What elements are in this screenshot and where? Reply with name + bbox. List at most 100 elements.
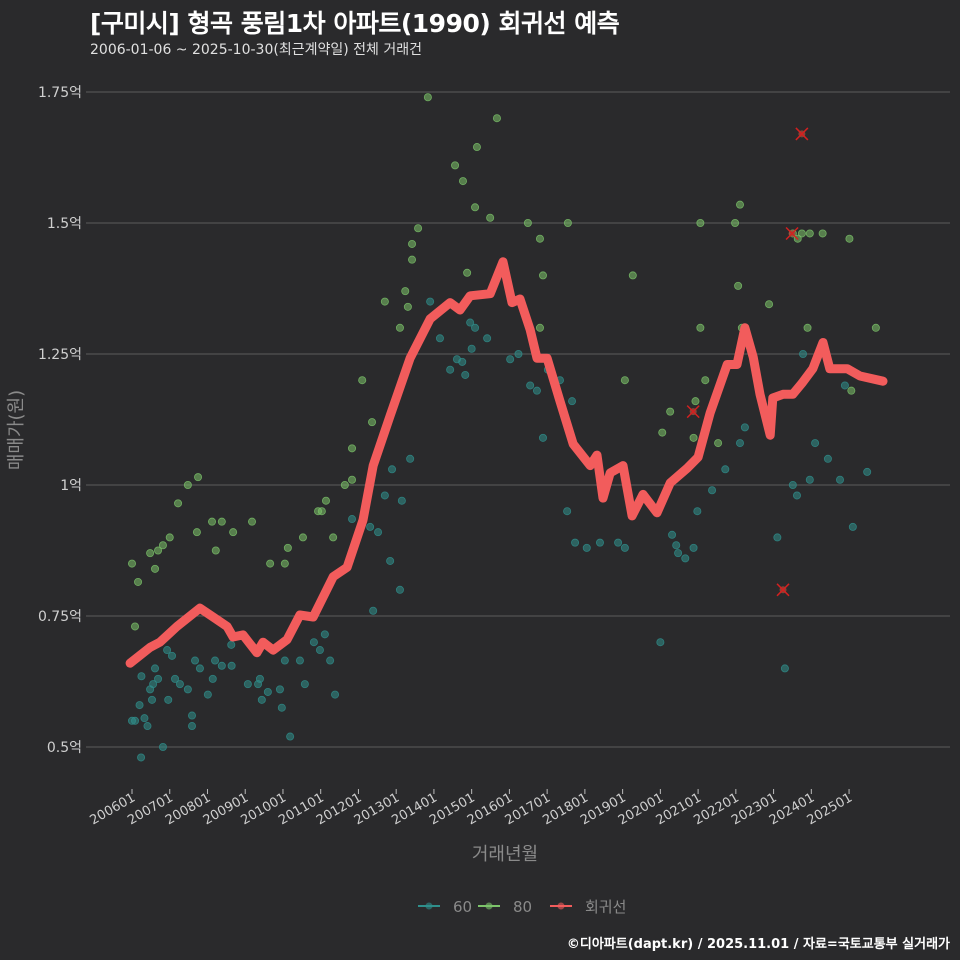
data-point-60 (277, 703, 286, 712)
data-point-60 (823, 454, 832, 463)
data-point-60 (397, 496, 406, 505)
data-point-60 (458, 357, 467, 366)
data-point-60 (674, 549, 683, 558)
data-point-60 (131, 716, 140, 725)
data-point-80 (871, 323, 880, 332)
data-point-80 (689, 433, 698, 442)
data-point-80 (845, 234, 854, 243)
data-point-80 (321, 496, 330, 505)
data-point-80 (714, 439, 723, 448)
data-point-60 (388, 465, 397, 474)
y-tick-label: 1.5억 (47, 216, 82, 232)
data-point-60 (168, 651, 177, 660)
data-point-80 (340, 480, 349, 489)
data-point-60 (840, 381, 849, 390)
data-point-60 (188, 711, 197, 720)
data-point-60 (386, 556, 395, 565)
data-point-60 (538, 433, 547, 442)
data-point-60 (620, 543, 629, 552)
outlier-marker (795, 127, 809, 141)
data-point-60 (275, 685, 284, 694)
data-point-60 (471, 323, 480, 332)
x-mark-icon (795, 127, 809, 141)
data-point-60 (280, 656, 289, 665)
data-point-80 (298, 533, 307, 542)
x-mark-icon (776, 583, 790, 597)
data-point-80 (620, 376, 629, 385)
data-point-60 (395, 585, 404, 594)
data-point-60 (740, 423, 749, 432)
data-point-80 (127, 559, 136, 568)
data-point-60 (140, 714, 149, 723)
data-point-60 (195, 664, 204, 673)
data-point-80 (451, 161, 460, 170)
data-point-80 (194, 473, 203, 482)
data-point-60 (506, 355, 515, 364)
data-point-60 (188, 722, 197, 731)
data-point-60 (656, 638, 665, 647)
legend-label: 회귀선 (585, 898, 626, 916)
data-point-80 (628, 271, 637, 280)
y-axis-title: 매매가(원) (6, 390, 27, 470)
data-point-80 (472, 143, 481, 152)
data-point-80 (734, 281, 743, 290)
data-point-80 (146, 549, 155, 558)
data-point-80 (765, 300, 774, 309)
data-point-80 (847, 386, 856, 395)
data-point-80 (329, 533, 338, 542)
data-point-60 (563, 507, 572, 516)
data-point-80 (701, 376, 710, 385)
legend-label: 80 (513, 898, 532, 916)
data-point-60 (582, 543, 591, 552)
data-point-60 (799, 349, 808, 358)
data-point-60 (788, 480, 797, 489)
legend-item-series60: 60 (418, 898, 472, 916)
data-point-60 (406, 454, 415, 463)
data-point-80 (538, 271, 547, 280)
data-point-60 (171, 674, 180, 683)
data-point-60 (320, 630, 329, 639)
data-point-60 (326, 656, 335, 665)
data-point-60 (446, 365, 455, 374)
data-point-80 (414, 224, 423, 233)
data-point-80 (348, 444, 357, 453)
data-point-60 (158, 743, 167, 752)
data-point-60 (735, 439, 744, 448)
data-point-80 (735, 200, 744, 209)
legend-dot-icon (485, 902, 493, 910)
y-tick-label: 0.5억 (47, 740, 82, 756)
data-point-60 (243, 680, 252, 689)
data-point-60 (461, 370, 470, 379)
data-point-80 (731, 218, 740, 227)
data-point-60 (154, 674, 163, 683)
data-point-60 (811, 439, 820, 448)
outlier-marker (776, 583, 790, 597)
data-point-80 (217, 517, 226, 526)
data-point-80 (563, 218, 572, 227)
y-tick-label: 1.75억 (38, 85, 82, 101)
data-point-80 (803, 323, 812, 332)
chart-title: [구미시] 형곡 풍림1차 아파트(1990) 회귀선 예측 (90, 9, 620, 38)
data-point-60 (805, 475, 814, 484)
data-point-60 (672, 541, 681, 550)
data-point-80 (492, 114, 501, 123)
data-point-60 (568, 397, 577, 406)
legend-label: 60 (453, 898, 472, 916)
data-point-60 (286, 732, 295, 741)
data-point-80 (658, 428, 667, 437)
series-80-points (127, 93, 880, 631)
y-axis-ticks: 0.5억 0.75억 1억 1.25억 1.5억 1.75억 (38, 85, 82, 756)
chart-subtitle: 2006-01-06 ~ 2025-10-30(최근계약일) 전체 거래건 (90, 42, 422, 58)
data-point-80 (797, 229, 806, 238)
data-point-80 (523, 218, 532, 227)
data-point-80 (380, 297, 389, 306)
data-point-80 (818, 229, 827, 238)
footer-credit: ©디아파트(dapt.kr) / 2025.11.01 / 자료=국토교통부 실… (566, 937, 950, 952)
data-point-80 (208, 517, 217, 526)
data-point-60 (137, 672, 146, 681)
data-point-60 (571, 538, 580, 547)
data-point-60 (792, 491, 801, 500)
data-point-60 (149, 680, 158, 689)
y-tick-label: 1억 (60, 478, 82, 494)
